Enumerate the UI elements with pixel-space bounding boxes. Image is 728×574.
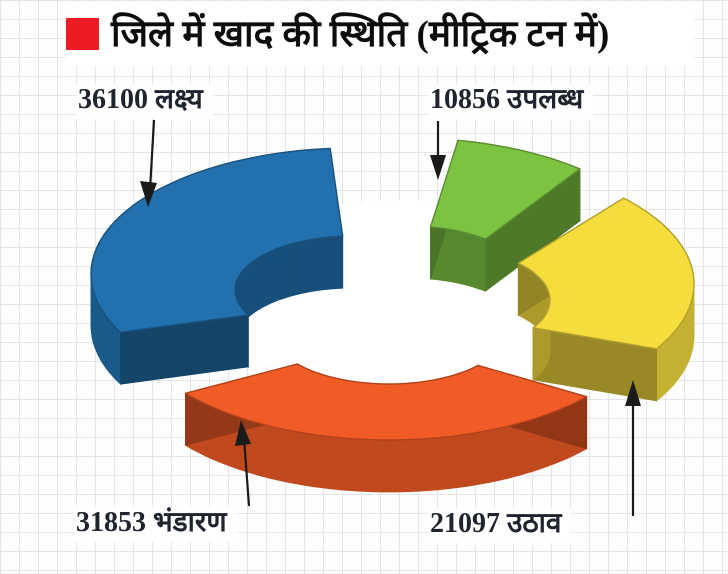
segment-lifting <box>517 197 695 402</box>
callout-target: 36100 लक्ष्य <box>76 84 213 119</box>
arrow-storage <box>235 420 251 507</box>
callout-lifting: 21097 उठाव <box>428 508 572 543</box>
segment-storage <box>184 363 588 493</box>
callout-arrows-layer <box>140 119 641 516</box>
arrow-target <box>140 119 157 207</box>
chart-title: जिले में खाद की स्थिति (मीट्रिक टन में) <box>111 13 610 55</box>
arrow-lifting <box>625 380 641 516</box>
callout-storage: 31853 भंडारण <box>74 507 237 542</box>
red-square-bullet-icon <box>66 18 99 50</box>
arrow-available <box>430 121 446 180</box>
segment-target <box>90 147 344 386</box>
segment-available <box>429 139 581 292</box>
donut-segments-layer <box>90 139 695 493</box>
chart-title-bar: जिले में खाद की स्थिति (मीट्रिक टन में) <box>66 2 694 66</box>
callout-available: 10856 उपलब्ध <box>428 84 594 119</box>
